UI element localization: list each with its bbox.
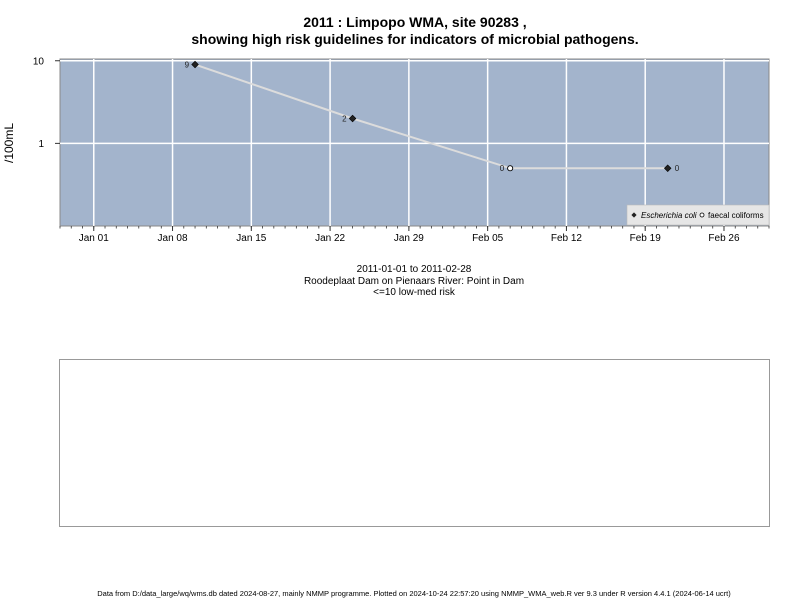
x-tick-label: Jan 08 [158,233,188,244]
chart-title-line-2: showing high risk guidelines for indicat… [191,31,639,47]
x-tick-label: Feb 26 [708,233,740,244]
faecal-coliform-point [507,165,514,172]
date-range-label: 2011-01-01 to 2011-02-28 [356,264,472,275]
empty-plot-panel [59,359,770,527]
point-value-label: 0 [500,164,505,173]
x-tick-label: Jan 15 [236,233,266,244]
x-tick-label: Jan 01 [79,233,109,244]
x-tick-label: Feb 19 [630,233,662,244]
legend-faecal-marker [699,212,705,218]
x-tick-label: Jan 29 [394,233,424,244]
legend-faecal-label: faecal coliforms [708,211,764,220]
ecoli-point [191,60,199,69]
plot-area [59,58,770,227]
chart-title-line-1: 2011 : Limpopo WMA, site 90283 , [303,14,527,30]
y-tick-label: 1 [38,139,44,150]
x-tick-label: Feb 05 [472,233,504,244]
point-value-label: 2 [342,115,347,124]
legend-ecoli-marker [631,212,637,218]
x-tick-label: Jan 22 [315,233,345,244]
point-value-label: 0 [675,164,680,173]
legend-ecoli-label: Escherichia coli [641,211,697,220]
y-axis-label: /100mL [2,123,16,163]
point-value-label: 9 [185,61,190,70]
series-line [194,63,668,170]
risk-label: <=10 low-med risk [373,287,455,298]
ecoli-point [663,164,672,172]
chart-svg: 9 2 0 0 Jan 01 Jan 08 Jan 15 Jan 22 Jan 29 Feb 0… [2,56,770,244]
x-tick-label: Feb 12 [551,233,583,244]
site-description-label: Roodeplaat Dam on Pienaars River: Point … [303,276,525,287]
footer-note: Data from D:/data_large/wq/wms.db dated … [97,589,731,598]
ecoli-point [348,114,357,123]
legend-box [626,204,770,226]
y-tick-label: 10 [33,56,45,67]
